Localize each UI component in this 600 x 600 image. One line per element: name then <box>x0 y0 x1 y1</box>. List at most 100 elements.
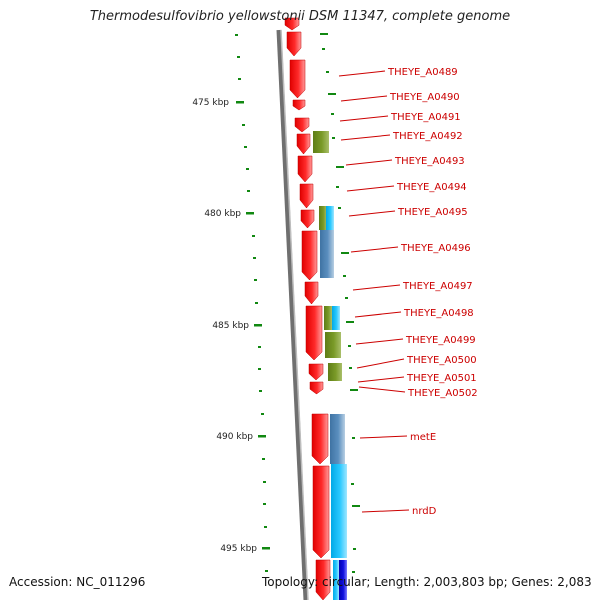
minor-tick <box>346 321 354 323</box>
cog-block <box>325 332 341 358</box>
minor-tick <box>331 113 334 115</box>
minor-tick <box>258 368 261 370</box>
minor-tick <box>244 146 247 148</box>
minor-tick <box>350 389 358 391</box>
genome-stats: Topology: circular; Length: 2,003,803 bp… <box>262 575 592 589</box>
minor-tick <box>255 302 258 304</box>
cog-block <box>324 306 332 330</box>
cog-block <box>339 560 347 600</box>
minor-tick <box>259 390 262 392</box>
gene-leader-line <box>358 386 406 393</box>
gene-leader-line <box>339 115 389 122</box>
minor-tick <box>262 458 265 460</box>
minor-tick <box>338 207 341 209</box>
scale-tick <box>262 547 270 550</box>
cds-arrow <box>315 559 331 600</box>
minor-tick <box>264 526 267 528</box>
gene-leader-line <box>348 210 396 217</box>
gene-leader-line <box>357 376 405 383</box>
minor-tick <box>237 56 240 58</box>
minor-tick <box>322 48 325 50</box>
minor-tick <box>326 71 329 73</box>
cog-block <box>332 306 340 330</box>
gene-label: THEYE_A0498 <box>403 308 474 319</box>
cds-arrow <box>301 230 318 281</box>
gene-leader-line <box>361 509 410 513</box>
minor-tick <box>341 252 349 254</box>
gene-leader-line <box>340 134 391 141</box>
minor-tick <box>258 346 261 348</box>
gene-label: THEYE_A0492 <box>392 131 463 142</box>
minor-tick <box>348 345 351 347</box>
cog-block <box>333 560 339 600</box>
scale-label: 495 kbp <box>220 544 257 554</box>
minor-tick <box>349 367 352 369</box>
minor-tick <box>336 186 339 188</box>
gene-label: metE <box>410 432 436 443</box>
gene-label: THEYE_A0489 <box>387 67 458 78</box>
cds-arrow <box>286 31 302 57</box>
gene-leader-line <box>346 185 395 192</box>
minor-tick <box>252 235 255 237</box>
scale-label: 475 kbp <box>192 98 229 108</box>
gene-label: THEYE_A0491 <box>390 112 461 123</box>
cog-block <box>319 206 327 230</box>
gene-leader-line <box>359 435 408 439</box>
cds-arrow <box>305 305 323 361</box>
gene-label: nrdD <box>412 506 437 517</box>
minor-tick <box>253 257 256 259</box>
scale-label: 480 kbp <box>204 209 241 219</box>
gene-label: THEYE_A0496 <box>400 243 471 254</box>
gene-leader-line <box>350 246 399 253</box>
minor-tick <box>247 190 250 192</box>
cog-block <box>328 363 342 381</box>
minor-tick <box>353 548 356 550</box>
cds-arrow <box>311 413 329 465</box>
gene-leader-line <box>338 70 386 77</box>
gene-leader-line <box>356 358 405 369</box>
minor-tick <box>352 505 360 507</box>
minor-tick <box>235 34 238 36</box>
minor-tick <box>332 137 335 139</box>
minor-tick <box>263 503 266 505</box>
minor-tick <box>352 571 355 573</box>
gene-leader-line <box>352 284 401 291</box>
cds-arrow <box>312 465 330 559</box>
gene-label: THEYE_A0493 <box>394 156 465 167</box>
map-title: Thermodesulfovibrio yellowstonii DSM 113… <box>89 9 511 24</box>
cds-arrow <box>292 99 306 111</box>
gene-leader-line <box>355 338 404 345</box>
gene-label: THEYE_A0500 <box>406 355 477 366</box>
minor-tick <box>352 437 355 439</box>
cog-block <box>313 131 329 153</box>
minor-tick <box>328 93 336 95</box>
scale-tick <box>258 435 266 438</box>
cds-arrow <box>284 17 300 31</box>
gene-label: THEYE_A0494 <box>396 182 467 193</box>
minor-tick <box>246 168 249 170</box>
accession-text: Accession: NC_011296 <box>9 575 146 589</box>
minor-tick <box>343 275 346 277</box>
minor-tick <box>345 297 348 299</box>
cds-arrow <box>296 133 311 155</box>
gene-label: THEYE_A0501 <box>406 373 477 384</box>
minor-tick <box>242 124 245 126</box>
scale-tick <box>246 212 254 215</box>
gene-label: THEYE_A0497 <box>402 281 473 292</box>
genes-count-text: Genes: 2,083 <box>511 575 592 589</box>
gene-label: THEYE_A0499 <box>405 335 476 346</box>
gene-label: THEYE_A0490 <box>389 92 460 103</box>
backbone-line <box>276 29 309 600</box>
cds-arrow <box>304 281 319 305</box>
gene-label: THEYE_A0502 <box>407 388 478 399</box>
cog-block <box>320 230 334 278</box>
cog-block <box>330 414 345 464</box>
gene-leader-line <box>340 95 388 102</box>
cds-arrow <box>294 117 310 133</box>
cds-arrow <box>308 363 324 381</box>
cog-block <box>326 206 334 230</box>
minor-tick <box>261 413 264 415</box>
gene-label: THEYE_A0495 <box>397 207 468 218</box>
cds-arrow <box>299 183 314 209</box>
